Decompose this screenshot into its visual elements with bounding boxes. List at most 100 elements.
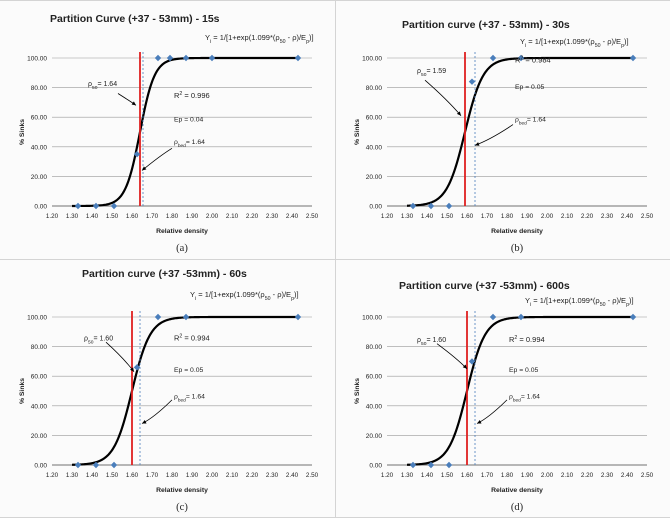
panel-label-d: (d) [511,502,524,513]
data-point [445,461,453,469]
ep-annotation: Ep = 0.04 [174,117,204,124]
y-tick-label: 20.00 [31,174,48,181]
equation-label: Yi = 1/[1+exp(1.099*(ρ50 - ρ)/Ep)] [525,296,634,308]
x-tick-label: 1.90 [186,472,199,479]
data-point [110,202,118,210]
x-tick-label: 2.30 [266,213,279,220]
x-axis-label: Relative density [156,487,208,494]
chart-title: Partition curve (+37 -53mm) - 60s [82,268,247,280]
y-tick-label: 0.00 [369,204,382,211]
y-tick-label: 60.00 [366,374,383,381]
x-tick-label: 1.40 [86,472,99,479]
x-tick-label: 1.60 [126,213,139,220]
y-tick-label: 0.00 [34,204,47,211]
y-tick-label: 40.00 [366,403,383,410]
x-tick-label: 2.20 [581,213,594,220]
d50-arrow-head [130,367,134,372]
data-point [154,313,162,321]
x-axis-label: Relative density [156,228,208,235]
y-axis-label: % Sinks [19,119,26,145]
y-tick-label: 60.00 [31,374,48,381]
x-tick-label: 1.30 [66,213,79,220]
data-point [74,202,82,210]
y-tick-label: 60.00 [366,115,383,122]
data-point [294,54,302,62]
chart-title: Partition curve (+37 -53mm) - 600s [399,280,570,292]
data-point [468,358,476,365]
x-tick-label: 1.20 [381,213,394,220]
y-tick-label: 20.00 [366,433,383,440]
x-tick-label: 1.70 [146,213,159,220]
chart-title: Partition curve (+37 - 53mm) - 30s [402,19,570,31]
x-tick-label: 1.30 [66,472,79,479]
chart-panel-c: 0.00 20.00 40.00 60.00 80.00 100.00 1.20 1.30 1.… [0,259,335,518]
d50-arrow-head [462,364,467,369]
data-point [182,54,190,62]
x-tick-label: 2.30 [266,472,279,479]
data-point [468,78,476,85]
data-point [629,313,637,321]
x-tick-label: 2.20 [246,213,259,220]
panel-label-c: (c) [176,502,188,513]
chart-title: Partition Curve (+37 - 53mm) - 15s [50,13,220,25]
x-tick-label: 2.00 [541,472,554,479]
d50-arrow [436,343,468,370]
x-tick-label: 1.40 [86,213,99,220]
x-tick-label: 2.00 [206,213,219,220]
data-point [517,54,525,62]
x-tick-label: 1.70 [146,472,159,479]
r2-annotation: R2 = 0.994 [509,335,545,344]
y-tick-label: 60.00 [31,115,48,122]
equation-label: Yi = 1/[1+exp(1.099*(ρ50 - ρ)/Ep)] [190,290,299,302]
data-point [489,313,497,321]
x-tick-label: 1.70 [481,213,494,220]
dbed-arrow [141,147,173,171]
data-point [133,151,141,158]
data-point [517,313,525,321]
data-point [208,54,216,62]
data-point [445,202,453,210]
x-tick-label: 2.50 [641,472,654,479]
x-tick-label: 1.30 [401,213,414,220]
x-tick-label: 1.40 [421,472,434,479]
ep-annotation: Ep = 0.05 [515,84,545,91]
dbed-arrow-head [475,142,480,146]
y-tick-label: 80.00 [366,344,383,351]
ep-annotation: Ep = 0.05 [509,367,539,374]
x-tick-label: 2.50 [306,472,319,479]
data-point [74,461,82,469]
dbed-arrow [476,399,508,424]
y-tick-label: 100.00 [27,315,47,322]
data-point [409,202,417,210]
data-point [629,54,637,62]
x-tick-label: 1.40 [421,213,434,220]
x-tick-label: 1.60 [126,472,139,479]
x-tick-label: 1.50 [106,213,119,220]
y-tick-label: 80.00 [366,85,383,92]
x-tick-label: 2.10 [561,472,574,479]
chart-svg-d: 0.00 20.00 40.00 60.00 80.00 100.00 1.20 1.30 1.… [354,280,654,513]
x-tick-label: 2.20 [581,472,594,479]
x-tick-label: 1.60 [461,472,474,479]
x-tick-label: 1.70 [481,472,494,479]
x-tick-label: 2.20 [246,472,259,479]
data-point [294,313,302,321]
x-tick-label: 2.00 [206,472,219,479]
chart-panel-d: 0.00 20.00 40.00 60.00 80.00 100.00 1.20 1.30 1.… [335,259,670,518]
y-axis-label: % Sinks [19,378,26,404]
dbed-annotation: ρbed= 1.64 [509,393,540,403]
x-tick-label: 1.20 [381,472,394,479]
panel-divider-middle [0,259,670,260]
x-tick-label: 2.50 [641,213,654,220]
x-tick-label: 2.30 [601,472,614,479]
d50-annotation: ρ50= 1.60 [417,337,446,347]
x-tick-label: 2.10 [226,472,239,479]
x-axis-label: Relative density [491,228,543,235]
y-tick-label: 40.00 [366,144,383,151]
panel-label-b: (b) [511,243,524,254]
x-tick-label: 1.80 [501,472,514,479]
x-tick-label: 1.20 [46,213,59,220]
y-tick-label: 100.00 [27,56,47,63]
y-tick-label: 40.00 [31,144,48,151]
